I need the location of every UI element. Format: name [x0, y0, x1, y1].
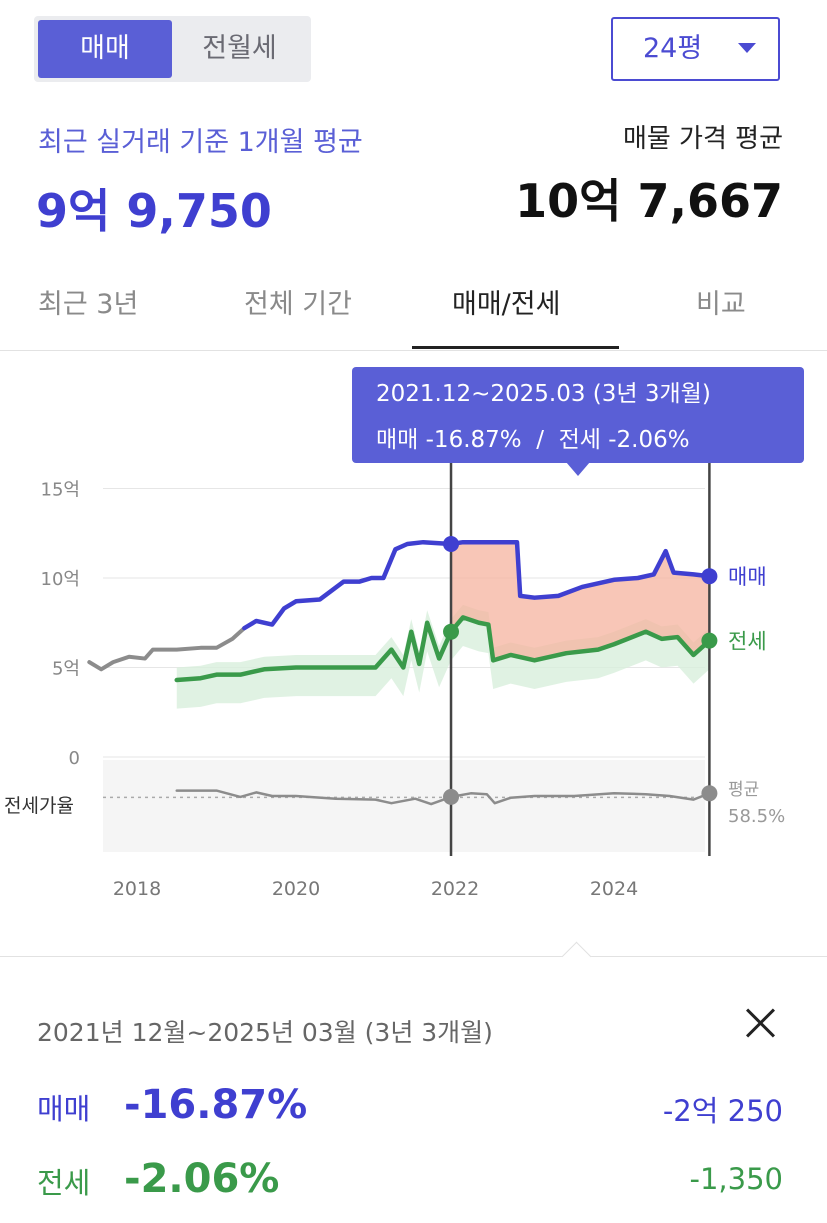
x-tick-label: 2018 [113, 878, 161, 900]
tab-lease[interactable]: 전월세 [202, 33, 277, 64]
y-tick-label: 5억 [52, 659, 80, 680]
sale-history-line [87, 626, 247, 672]
selection-tooltip: 2021.12~2025.03 (3년 3개월) 매매 -16.87% / 전세 … [352, 367, 804, 476]
rent-range-band [176, 604, 710, 709]
sale-marker [443, 535, 460, 552]
ratio-marker [701, 785, 718, 802]
panel-pointer [561, 941, 592, 972]
sale-marker [701, 568, 718, 585]
area-dropdown[interactable]: 24평 [611, 17, 780, 81]
tab-recent-3-years[interactable]: 최근 3년 [38, 289, 139, 320]
panel-divider [0, 956, 827, 957]
y-tick-label: 0 [69, 748, 80, 769]
area-dropdown-value: 24평 [643, 33, 703, 64]
tooltip-range: 2021.12~2025.03 (3년 3개월) [376, 381, 711, 407]
tab-sale-vs-lease[interactable]: 매매/전세 [452, 289, 561, 320]
tab-sale[interactable]: 매매 [38, 20, 172, 78]
detail-range: 2021년 12월~2025년 03월 (3년 3개월) [37, 1018, 493, 1047]
deal-type-toggle: 매매 전월세 [34, 16, 311, 82]
lease-marker [701, 632, 718, 649]
ratio-average-label: 평균 [728, 780, 759, 800]
active-tab-indicator [412, 346, 619, 349]
tab-divider [0, 350, 827, 351]
lease-marker [443, 623, 460, 640]
lease-series-label: 전세 [728, 630, 767, 654]
detail-sale-amount: -2억 250 [662, 1094, 783, 1128]
detail-rent-pct: -2.06% [124, 1156, 280, 1202]
tooltip-pointer [566, 462, 590, 476]
ratio-average-value: 58.5% [728, 806, 785, 827]
ratio-axis-label: 전세가율 [4, 795, 74, 817]
recent-trade-label: 최근 실거래 기준 1개월 평균 [38, 127, 363, 158]
tab-compare[interactable]: 비교 [696, 289, 746, 320]
ratio-marker [443, 788, 460, 805]
close-icon[interactable] [742, 1004, 780, 1042]
detail-rent-label: 전세 [37, 1166, 91, 1200]
x-tick-label: 2020 [272, 878, 320, 900]
y-tick-label: 15억 [41, 480, 80, 501]
listing-price-value: 10억 7,667 [515, 174, 783, 228]
recent-trade-value: 9억 9,750 [36, 184, 272, 238]
tooltip-changes: 매매 -16.87% / 전세 -2.06% [376, 427, 690, 453]
x-tick-label: 2024 [590, 878, 638, 900]
y-tick-label: 10억 [41, 569, 80, 590]
listing-price-label: 매물 가격 평균 [622, 124, 783, 154]
tooltip-box [352, 367, 804, 463]
sale-series-label: 매매 [728, 565, 767, 589]
detail-rent-amount: -1,350 [689, 1162, 784, 1196]
detail-sale-label: 매매 [37, 1092, 91, 1126]
caret-down-icon [738, 43, 756, 53]
x-tick-label: 2022 [431, 878, 479, 900]
detail-sale-pct: -16.87% [124, 1082, 308, 1128]
ratio-panel-background [103, 760, 705, 852]
tab-all-period[interactable]: 전체 기간 [244, 289, 352, 320]
